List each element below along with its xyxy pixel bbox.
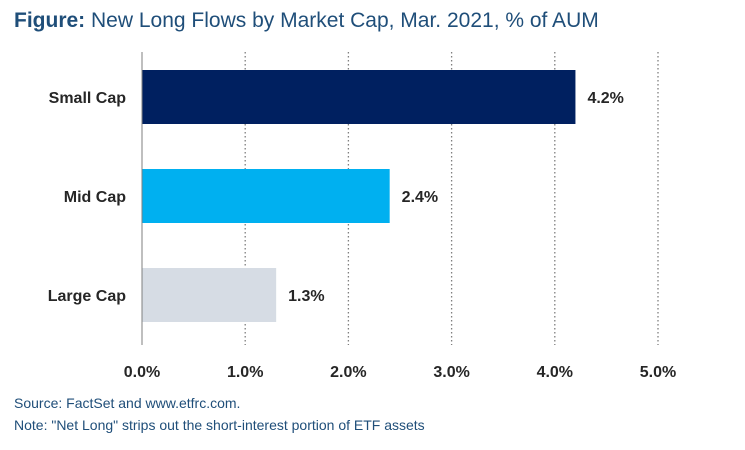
value-label: 4.2%	[587, 90, 623, 107]
footnote: Note: "Net Long" strips out the short-in…	[14, 417, 425, 433]
category-label: Mid Cap	[64, 189, 126, 206]
bar-mid-cap	[142, 169, 390, 223]
value-label: 1.3%	[288, 288, 324, 305]
x-tick-label: 1.0%	[227, 364, 263, 381]
x-tick-label: 0.0%	[124, 364, 160, 381]
x-tick-label: 4.0%	[537, 364, 573, 381]
bar-large-cap	[142, 268, 277, 322]
chart-title-text: New Long Flows by Market Cap, Mar. 2021,…	[91, 9, 599, 32]
category-label: Small Cap	[49, 90, 127, 107]
category-label: Large Cap	[48, 288, 126, 305]
chart-title: Figure: New Long Flows by Market Cap, Ma…	[14, 9, 599, 33]
x-tick-label: 5.0%	[640, 364, 676, 381]
bar-small-cap	[142, 70, 576, 124]
x-tick-label: 2.0%	[330, 364, 366, 381]
source-note: Source: FactSet and www.etfrc.com.	[14, 395, 241, 411]
value-label: 2.4%	[402, 189, 438, 206]
bar-chart: Small Cap 4.2% Mid Cap 2.4% Large Cap 1.3% 0.0…	[48, 52, 676, 381]
chart-title-prefix: Figure:	[14, 9, 86, 32]
x-tick-label: 3.0%	[433, 364, 469, 381]
